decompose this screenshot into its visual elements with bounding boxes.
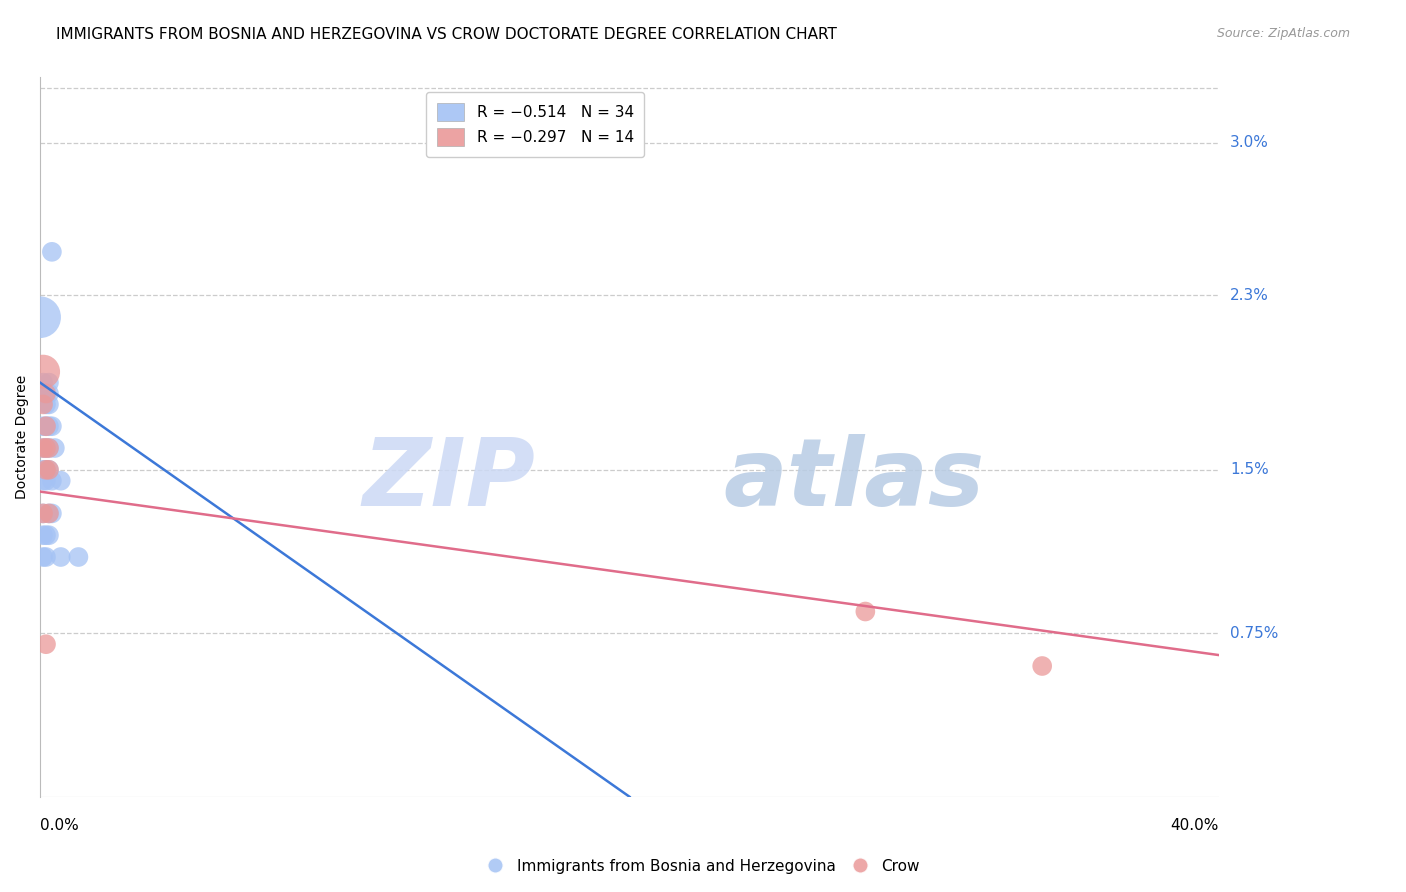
Point <box>1031 659 1053 673</box>
Point <box>32 507 55 521</box>
Text: 1.5%: 1.5% <box>1230 462 1268 477</box>
Point <box>41 507 63 521</box>
Point <box>32 441 55 455</box>
Point <box>35 419 58 434</box>
Point <box>38 463 60 477</box>
Point <box>38 528 60 542</box>
Point <box>38 507 60 521</box>
Text: IMMIGRANTS FROM BOSNIA AND HERZEGOVINA VS CROW DOCTORATE DEGREE CORRELATION CHAR: IMMIGRANTS FROM BOSNIA AND HERZEGOVINA V… <box>56 27 837 42</box>
Legend: R = −0.514   N = 34, R = −0.297   N = 14: R = −0.514 N = 34, R = −0.297 N = 14 <box>426 92 644 157</box>
Point <box>41 244 63 259</box>
Point <box>67 549 90 564</box>
Point <box>38 386 60 401</box>
Point <box>38 507 60 521</box>
Point <box>35 463 58 477</box>
Text: 40.0%: 40.0% <box>1171 818 1219 833</box>
Point <box>44 441 66 455</box>
Point <box>35 441 58 455</box>
Point <box>35 463 58 477</box>
Point <box>38 419 60 434</box>
Point <box>35 441 58 455</box>
Point <box>35 386 58 401</box>
Point <box>35 386 58 401</box>
Text: Source: ZipAtlas.com: Source: ZipAtlas.com <box>1216 27 1350 40</box>
Point <box>41 419 63 434</box>
Point <box>32 463 55 477</box>
Point <box>35 419 58 434</box>
Point <box>32 528 55 542</box>
Point <box>30 310 52 325</box>
Text: 3.0%: 3.0% <box>1230 136 1270 151</box>
Text: 0.75%: 0.75% <box>1230 626 1278 640</box>
Text: 0.0%: 0.0% <box>41 818 79 833</box>
Point <box>32 419 55 434</box>
Point <box>35 637 58 651</box>
Text: atlas: atlas <box>724 434 986 526</box>
Text: ZIP: ZIP <box>363 434 536 526</box>
Point <box>38 376 60 390</box>
Point <box>38 441 60 455</box>
Point <box>32 397 55 411</box>
Point <box>41 474 63 488</box>
Point <box>32 376 55 390</box>
Legend: Immigrants from Bosnia and Herzegovina, Crow: Immigrants from Bosnia and Herzegovina, … <box>479 853 927 880</box>
Point <box>35 474 58 488</box>
Point <box>38 397 60 411</box>
Point <box>32 549 55 564</box>
Point <box>38 463 60 477</box>
Text: 2.3%: 2.3% <box>1230 288 1270 303</box>
Y-axis label: Doctorate Degree: Doctorate Degree <box>15 375 30 500</box>
Point <box>35 549 58 564</box>
Point <box>49 474 72 488</box>
Point <box>35 528 58 542</box>
Point <box>853 605 876 619</box>
Point <box>32 386 55 401</box>
Point <box>32 474 55 488</box>
Point <box>32 507 55 521</box>
Point <box>32 441 55 455</box>
Point <box>35 397 58 411</box>
Point <box>49 549 72 564</box>
Point <box>32 365 55 379</box>
Point <box>38 441 60 455</box>
